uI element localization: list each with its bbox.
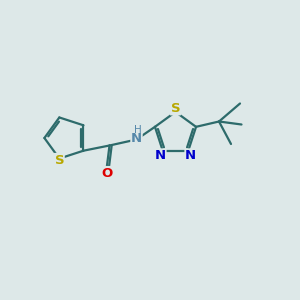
Text: H: H [134, 125, 141, 135]
Text: N: N [131, 132, 142, 146]
Text: S: S [171, 102, 180, 115]
Text: N: N [155, 149, 166, 162]
Text: N: N [185, 149, 196, 162]
Text: O: O [101, 167, 112, 180]
Text: S: S [55, 154, 64, 166]
